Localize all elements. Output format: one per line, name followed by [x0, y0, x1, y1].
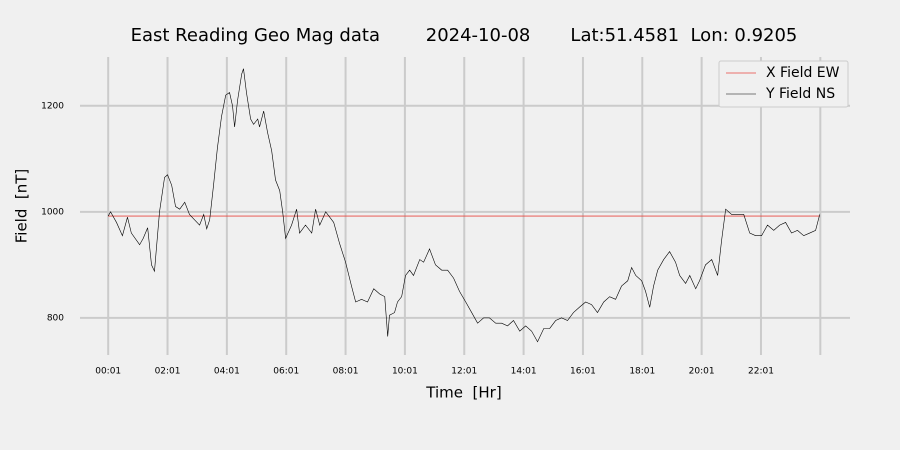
y-tick-label: 800	[47, 313, 64, 323]
x-tick-label: 04:01	[214, 367, 240, 377]
y-axis-label: Field [nT]	[13, 169, 31, 244]
x-axis-label: Time [Hr]	[425, 384, 501, 402]
x-tick-label: 12:01	[451, 367, 477, 377]
x-tick-label: 06:01	[273, 367, 299, 377]
chart-title: East Reading Geo Mag data 2024-10-08 Lat…	[131, 25, 798, 46]
y-tick-label: 1200	[41, 101, 64, 111]
x-tick-label: 16:01	[570, 367, 596, 377]
legend-label: Y Field NS	[765, 86, 835, 102]
x-tick-label: 10:01	[392, 367, 418, 377]
x-tick-label: 14:01	[511, 367, 537, 377]
legend-label: X Field EW	[766, 65, 840, 81]
x-tick-label: 02:01	[155, 367, 181, 377]
legend-box	[718, 60, 849, 108]
x-tick-label: 22:01	[748, 367, 774, 377]
x-tick-label: 00:01	[95, 367, 121, 377]
y-tick-label: 1000	[41, 207, 64, 217]
data-line	[107, 68, 821, 343]
x-tick-label: 08:01	[333, 367, 359, 377]
x-tick-label: 18:01	[629, 367, 655, 377]
x-tick-label: 20:01	[689, 367, 715, 377]
